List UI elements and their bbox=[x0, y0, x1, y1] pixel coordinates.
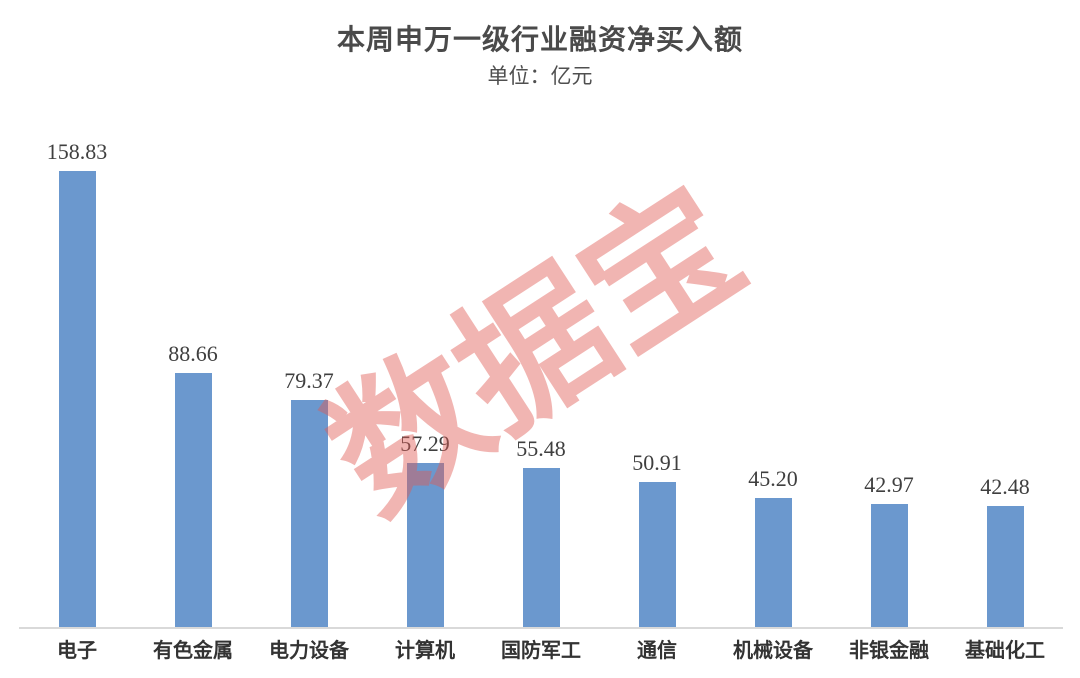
bar bbox=[522, 468, 560, 628]
x-axis-label: 有色金属 bbox=[153, 640, 233, 662]
x-axis-labels: 电子 有色金属 电力设备 计算机 国防军工 通信 机械设备 非银金融 基础化工 bbox=[19, 639, 1063, 663]
x-axis-label: 基础化工 bbox=[965, 640, 1045, 662]
bar-column: 50.91 bbox=[599, 452, 715, 628]
bar bbox=[638, 482, 676, 628]
x-axis-line bbox=[19, 627, 1063, 629]
bar-value-label: 45.20 bbox=[748, 466, 798, 491]
bar-column: 57.29 bbox=[367, 433, 483, 628]
x-axis-label: 电力设备 bbox=[269, 640, 349, 662]
bar-value-label: 79.37 bbox=[284, 368, 334, 393]
bar bbox=[174, 373, 212, 628]
bar bbox=[290, 400, 328, 628]
x-axis-label: 机械设备 bbox=[733, 640, 813, 662]
bar-column: 45.20 bbox=[715, 468, 831, 628]
bar-column: 42.48 bbox=[947, 476, 1063, 628]
chart-subtitle: 单位：亿元 bbox=[487, 64, 593, 88]
x-axis-label: 电子 bbox=[57, 640, 97, 662]
bar-column: 88.66 bbox=[135, 343, 251, 628]
x-axis-label: 国防军工 bbox=[501, 640, 581, 662]
bar-column: 158.83 bbox=[19, 141, 135, 628]
bar-value-label: 50.91 bbox=[632, 450, 682, 475]
bar bbox=[754, 498, 792, 628]
bar-column: 55.48 bbox=[483, 438, 599, 628]
chart-title: 本周申万一级行业融资净买入额 bbox=[336, 25, 743, 56]
bar-value-label: 57.29 bbox=[400, 431, 450, 456]
bar-value-label: 42.97 bbox=[864, 472, 914, 497]
x-axis-label: 通信 bbox=[637, 640, 677, 662]
bar-value-label: 55.48 bbox=[516, 436, 566, 461]
bar bbox=[406, 463, 444, 628]
x-axis-label: 计算机 bbox=[395, 640, 455, 662]
bar-value-label: 42.48 bbox=[980, 474, 1030, 499]
bar bbox=[870, 504, 908, 628]
bar-column: 42.97 bbox=[831, 474, 947, 628]
plot-area: 158.83 88.66 79.37 57.29 55.48 50.91 45.20 42.9… bbox=[19, 0, 1063, 628]
bar bbox=[58, 171, 96, 628]
x-axis-label: 非银金融 bbox=[849, 640, 929, 662]
bar bbox=[986, 506, 1024, 628]
bar-column: 79.37 bbox=[251, 370, 367, 628]
bar-value-label: 88.66 bbox=[168, 341, 218, 366]
bar-value-label: 158.83 bbox=[46, 139, 108, 164]
